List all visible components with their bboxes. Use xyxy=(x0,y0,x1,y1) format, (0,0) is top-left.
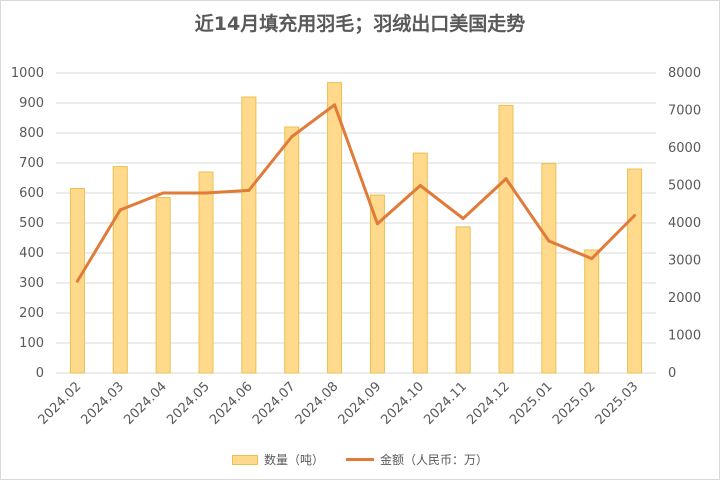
legend-swatch-bar xyxy=(231,454,258,465)
line-point xyxy=(418,184,422,187)
bar xyxy=(369,194,385,374)
bar xyxy=(627,168,643,374)
line-point xyxy=(461,217,465,220)
line-point xyxy=(333,103,337,107)
y-left-tick-label: 600 xyxy=(19,186,44,201)
legend-label-amount: 金额（人民币：万） xyxy=(380,453,489,467)
y-right-tick-label: 6000 xyxy=(668,141,701,156)
line-point xyxy=(290,135,294,139)
bar xyxy=(241,96,257,374)
y-right-tick-label: 4000 xyxy=(668,216,701,231)
x-tick-label: 2025.02 xyxy=(550,379,599,428)
x-tick-label: 2024.12 xyxy=(464,379,513,428)
x-tick-label: 2025.01 xyxy=(507,379,556,428)
line-point xyxy=(204,191,208,195)
y-right-tick-label: 7000 xyxy=(668,104,701,119)
x-tick-label: 2024.08 xyxy=(293,379,342,428)
bar xyxy=(412,152,428,374)
y-left-tick-label: 300 xyxy=(19,276,44,291)
x-tick-label: 2024.05 xyxy=(164,379,213,428)
legend-swatch-line xyxy=(346,458,374,461)
x-tick-label: 2024.09 xyxy=(336,379,385,428)
bar xyxy=(541,163,557,374)
y-left-tick-label: 800 xyxy=(19,126,44,141)
x-tick-label: 2024.02 xyxy=(36,379,85,428)
y-left-tick-label: 500 xyxy=(19,216,44,231)
y-left-tick-label: 900 xyxy=(19,96,44,111)
amount-line xyxy=(75,103,637,283)
y-right-tick-label: 8000 xyxy=(668,66,701,81)
line-point xyxy=(75,279,79,283)
y-left-tick-label: 0 xyxy=(36,366,44,381)
y-right-tick-label: 1000 xyxy=(668,329,701,344)
bar xyxy=(198,171,214,374)
bar xyxy=(498,104,514,374)
line-point xyxy=(247,188,251,192)
y-right-tick-label: 5000 xyxy=(668,179,701,194)
bar xyxy=(112,166,128,374)
legend-label-quantity: 数量（吨） xyxy=(263,453,324,467)
bar xyxy=(155,197,171,374)
y-left-tick-label: 200 xyxy=(19,306,44,321)
x-tick-label: 2024.10 xyxy=(378,379,427,428)
line-point xyxy=(590,257,594,261)
bar xyxy=(584,249,600,374)
line-point xyxy=(161,191,165,195)
x-tick-label: 2024.04 xyxy=(121,379,170,428)
y-left-tick-label: 700 xyxy=(19,156,44,171)
x-tick-label: 2024.11 xyxy=(421,379,470,428)
y-right-tick-label: 2000 xyxy=(668,291,701,306)
bar xyxy=(455,226,471,374)
legend-item-quantity[interactable]: 数量（吨） xyxy=(231,451,324,468)
legend-item-amount[interactable]: 金额（人民币：万） xyxy=(346,451,488,468)
y-right-tick-label: 0 xyxy=(668,366,676,381)
bar xyxy=(327,82,343,374)
x-tick-label: 2024.03 xyxy=(78,379,127,428)
line-point xyxy=(547,239,551,243)
chart-title: 近14月填充用羽毛；羽绒出口美国走势 xyxy=(194,13,526,35)
x-tick-label: 2025.03 xyxy=(593,379,642,428)
line-point xyxy=(633,214,637,217)
line-point xyxy=(504,177,508,181)
x-tick-label: 2024.06 xyxy=(207,379,256,428)
bar xyxy=(284,126,300,374)
line-point xyxy=(375,222,379,226)
y-left-tick-label: 1000 xyxy=(11,66,44,81)
y-left-tick-label: 100 xyxy=(19,336,44,351)
line-point xyxy=(118,208,122,212)
y-right-tick-label: 3000 xyxy=(668,254,701,269)
y-left-tick-label: 400 xyxy=(19,246,44,261)
x-tick-label: 2024.07 xyxy=(250,379,299,428)
legend: 数量（吨） 金额（人民币：万） xyxy=(1,451,719,468)
